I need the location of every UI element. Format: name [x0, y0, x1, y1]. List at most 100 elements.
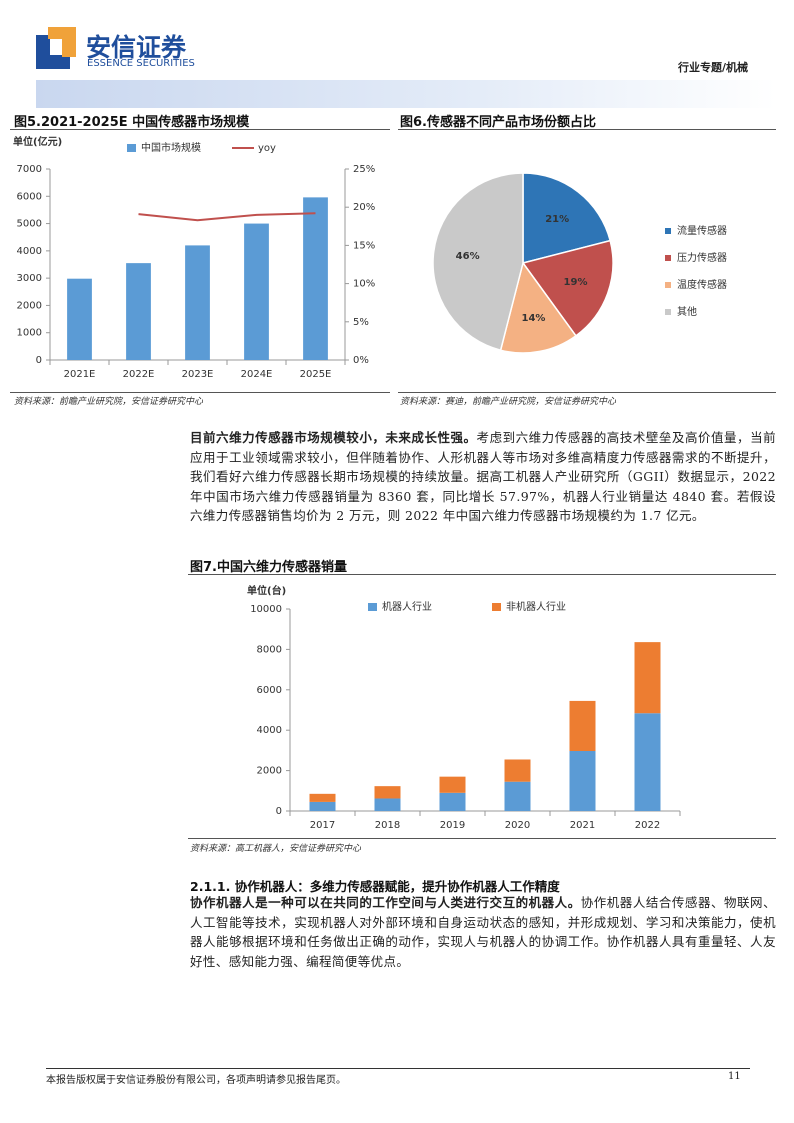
footer-notice: 本报告版权属于安信证券股份有限公司，各项声明请参见报告尾页。 [46, 1075, 346, 1086]
data-label: 46% [456, 251, 480, 262]
bar [634, 642, 661, 714]
x-tick-label: 2018 [375, 820, 400, 831]
rule [46, 1068, 750, 1069]
source: 资料来源：高工机器人，安信证券研究中心 [190, 844, 362, 854]
legend-swatch [492, 603, 501, 611]
bar [309, 801, 336, 811]
unit-label: 单位(台) [247, 584, 286, 597]
x-tick-label: 2021 [570, 820, 595, 831]
y-tick-label: 0 [276, 806, 282, 817]
legend-swatch [665, 309, 671, 315]
y2-tick-label: 5% [353, 317, 369, 328]
bar [634, 713, 661, 811]
source: 资料来源：前瞻产业研究院，安信证券研究中心 [14, 397, 204, 407]
rule [188, 574, 776, 575]
y2-tick-label: 20% [353, 202, 375, 213]
y-tick-label: 5000 [17, 219, 42, 230]
bar [504, 759, 531, 782]
rule [10, 129, 390, 130]
bar [309, 793, 336, 802]
legend-label: yoy [258, 143, 276, 154]
line [138, 212, 316, 222]
bar [126, 263, 151, 360]
legend-label: 流量传感器 [677, 224, 727, 237]
y-tick-label: 10000 [250, 604, 282, 615]
pie-slice [499, 261, 577, 354]
legend-label: 其他 [677, 305, 697, 318]
y-tick-label: 4000 [17, 246, 42, 257]
section-heading: 2.1.1. 协作机器人：多维力传感器赋能，提升协作机器人工作精度 [190, 879, 560, 894]
logo-icon [36, 27, 76, 69]
legend-swatch [127, 144, 136, 152]
bar [67, 278, 92, 360]
bar [244, 223, 269, 360]
legend-swatch [368, 603, 377, 611]
chart: 单位(台) 0 2000 4000 6000 8000 10000 2017 2018 2019 2… [247, 584, 681, 831]
bar [374, 786, 401, 799]
paragraph: 协作机器人是一种可以在共同的工作空间与人类进行交互的机器人。协作机器人结合传感器… [190, 893, 776, 971]
bar [569, 751, 596, 811]
section: 行业专题/机械 [677, 61, 748, 74]
bar [374, 798, 401, 811]
x-tick-label: 2024E [241, 369, 273, 380]
figure-title: 图6.传感器不同产品市场份额占比 [400, 115, 596, 130]
legend-swatch [665, 228, 671, 234]
company-en: ESSENCE SECURITIES [87, 58, 195, 69]
y-tick-label: 1000 [17, 328, 42, 339]
pie-slice [432, 172, 524, 352]
chart: 单位(亿元) 0 1000 2000 3000 4000 5000 6000 7000 0% 5% 1… [13, 135, 375, 380]
y-tick-label: 8000 [257, 644, 282, 655]
y2-tick-label: 0% [353, 355, 369, 366]
y-tick-label: 0 [36, 355, 42, 366]
y-tick-label: 7000 [17, 164, 42, 175]
page-number: 11 [728, 1071, 741, 1082]
text: 协作机器人结合传感器、物联网、人工智能等技术，实现机器人对外部环境和自身运动状态… [190, 895, 776, 969]
text: 考虑到六维力传感器的高技术壁垒及高价值量，当前应用于工业领域需求较小，但伴随着协… [190, 430, 776, 523]
y-tick-label: 2000 [257, 766, 282, 777]
pie-slice [521, 239, 614, 337]
bar [303, 197, 328, 360]
legend-label: 温度传感器 [677, 278, 727, 291]
y2-tick-label: 15% [353, 240, 375, 251]
company: 安信证券 [86, 33, 187, 62]
bar [185, 245, 210, 360]
bar [504, 781, 531, 811]
figure-title: 图7.中国六维力传感器销量 [190, 560, 347, 575]
y-tick-label: 4000 [257, 725, 282, 736]
bar [439, 792, 466, 811]
x-tick-label: 2021E [64, 369, 96, 380]
legend-label: 压力传感器 [677, 251, 727, 264]
y-tick-label: 2000 [17, 300, 42, 311]
y-tick-label: 6000 [257, 685, 282, 696]
x-tick-label: 2022 [635, 820, 660, 831]
x-tick-label: 2020 [505, 820, 530, 831]
lead: 目前六维力传感器市场规模较小，未来成长性强。 [190, 430, 477, 445]
legend-swatch [665, 255, 671, 261]
legend-swatch [665, 282, 671, 288]
rule [188, 838, 776, 839]
legend-label: 中国市场规模 [141, 141, 201, 154]
y-tick-label: 6000 [17, 191, 42, 202]
rule [10, 392, 390, 393]
chart: 21% 流量传感器 19% 压力传感器 14% 温度传感器 46% 其他 [432, 172, 727, 354]
pie-slice [522, 172, 612, 264]
x-tick-label: 2022E [123, 369, 155, 380]
x-tick-label: 2025E [300, 369, 332, 380]
legend-label: 机器人行业 [382, 600, 432, 613]
x-tick-label: 2023E [182, 369, 214, 380]
bar [569, 700, 596, 752]
bar [439, 776, 466, 793]
figure-title: 图5.2021-2025E 中国传感器市场规模 [14, 115, 250, 130]
data-label: 21% [545, 214, 569, 225]
source: 资料来源：赛迪，前瞻产业研究院，安信证券研究中心 [400, 397, 617, 407]
x-tick-label: 2017 [310, 820, 335, 831]
x-tick-label: 2019 [440, 820, 465, 831]
legend-label: 非机器人行业 [506, 600, 566, 613]
y2-tick-label: 10% [353, 279, 375, 290]
y2-tick-label: 25% [353, 164, 375, 175]
unit-label: 单位(亿元) [13, 135, 62, 148]
data-label: 19% [564, 277, 588, 288]
rule [398, 392, 776, 393]
lead: 协作机器人是一种可以在共同的工作空间与人类进行交互的机器人。 [190, 895, 581, 910]
